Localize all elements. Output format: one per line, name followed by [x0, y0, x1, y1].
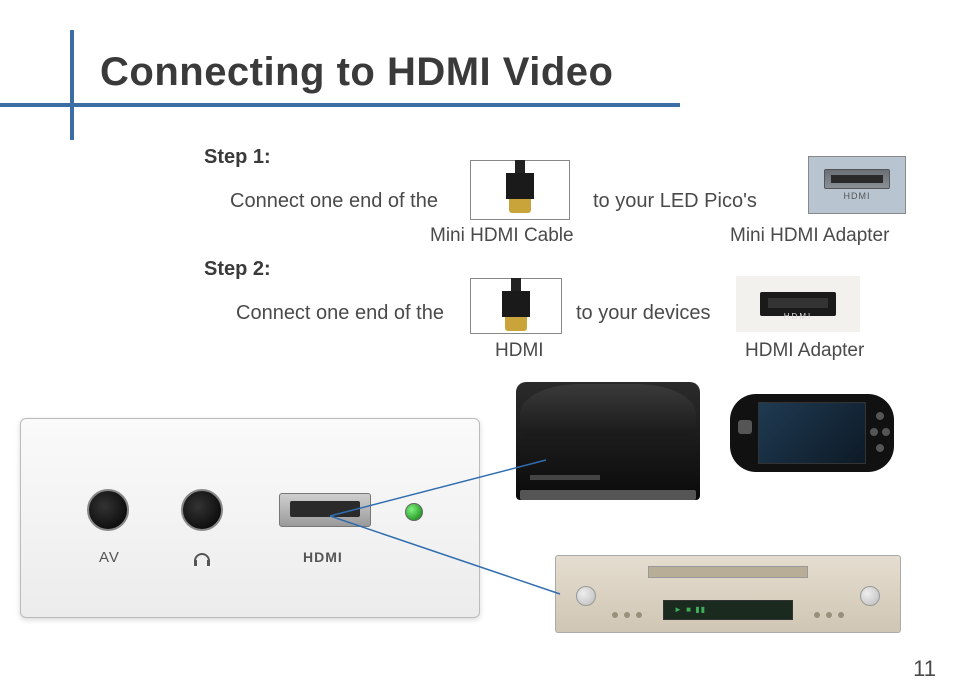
mini-hdmi-cable-image [470, 160, 570, 220]
mini-hdmi-cable-caption: Mini HDMI Cable [430, 225, 574, 247]
hdmi-adapter-icon: HDMI [736, 276, 860, 332]
game-console-image [510, 376, 706, 506]
hdmi-cable-image [470, 278, 562, 334]
av-jack [87, 489, 129, 531]
headphone-icon [192, 549, 212, 569]
headphone-jack [181, 489, 223, 531]
step2-label: Step 2: [204, 258, 271, 281]
handheld-console-image [724, 388, 900, 478]
step2-text-before: Connect one end of the [236, 302, 444, 325]
step1-text-before: Connect one end of the [230, 190, 438, 213]
av-label: AV [99, 549, 120, 566]
page-title: Connecting to HDMI Video [100, 50, 613, 95]
step1-label: Step 1: [204, 146, 271, 169]
hdmi-plug-icon [471, 161, 569, 219]
hdmi-adapter-image: HDMI [736, 276, 860, 332]
projector-ports-panel: AV HDMI [20, 418, 480, 618]
hdmi-port-icon: HDMI [809, 157, 905, 213]
hdmi-plug-icon-2 [471, 279, 561, 333]
hdmi-label: HDMI [303, 549, 343, 565]
power-led [405, 503, 423, 521]
page-number: 11 [913, 656, 936, 682]
mini-hdmi-adapter-image: HDMI [808, 156, 906, 214]
step2-text-after: to your devices [576, 302, 711, 325]
hdmi-cable-caption: HDMI [495, 340, 544, 362]
mini-hdmi-adapter-caption: Mini HDMI Adapter [730, 225, 889, 247]
title-horizontal-rule [0, 103, 680, 107]
hdmi-port [279, 493, 371, 527]
title-vertical-rule [70, 30, 74, 140]
step1-text-after: to your LED Pico's [593, 190, 757, 213]
hdmi-adapter-caption: HDMI Adapter [745, 340, 864, 362]
av-receiver-image: ► ■ ▮▮ [555, 555, 901, 633]
